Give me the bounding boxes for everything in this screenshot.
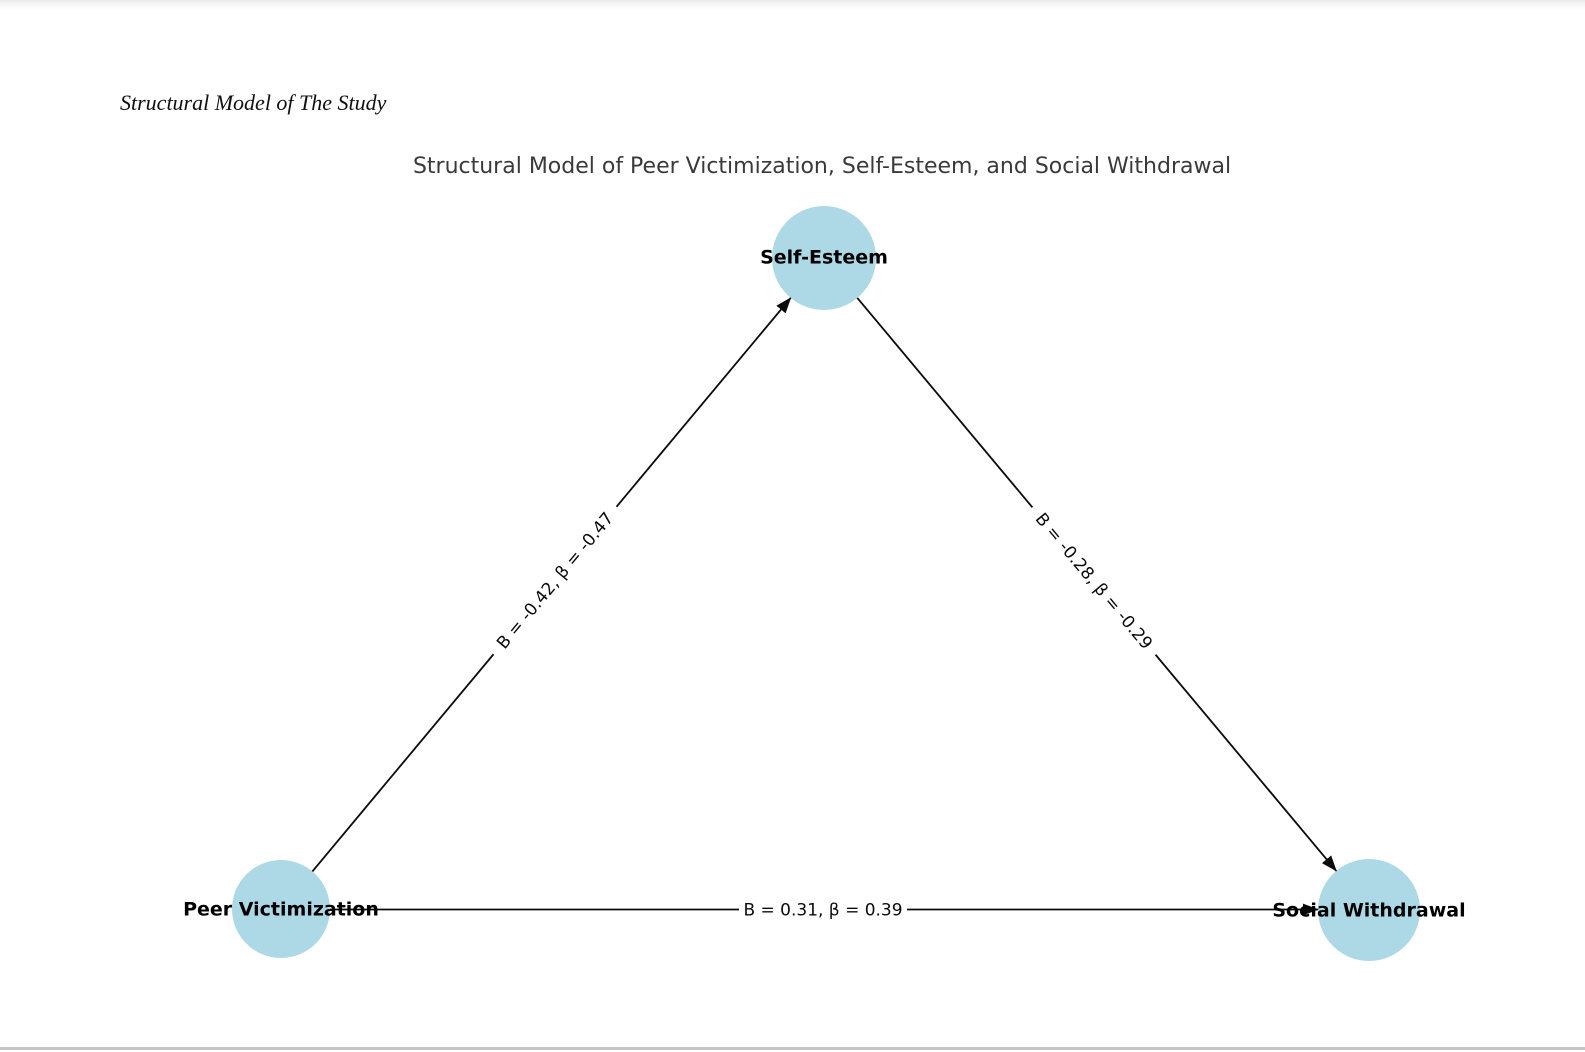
- edge-label-group-se-to-sw: B = -0.28, β = -0.29: [1022, 499, 1166, 663]
- edge-label-group-pv-to-sw: B = 0.31, β = 0.39: [739, 896, 907, 923]
- node-label-social-withdrawal: Social Withdrawal: [1272, 900, 1465, 922]
- edge-label-bbox: [483, 498, 627, 663]
- node-label-peer-victimization: Peer Victimization: [183, 899, 379, 921]
- bottom-divider: [0, 1047, 1585, 1050]
- edge-label-pv-to-se: B = -0.42, β = -0.47: [493, 509, 618, 653]
- node-label-self-esteem: Self-Esteem: [760, 247, 888, 269]
- edge-label-se-to-sw: B = -0.28, β = -0.29: [1031, 509, 1156, 653]
- top-edge-shadow: [0, 0, 1585, 10]
- node-circle-self-esteem: [772, 206, 876, 310]
- edge-label-bbox: [1022, 499, 1166, 663]
- edge-label-pv-to-sw: B = 0.31, β = 0.39: [743, 900, 902, 920]
- node-circle-social-withdrawal: [1318, 859, 1420, 961]
- figure-caption-heading: Structural Model of The Study: [120, 90, 387, 115]
- edge-label-group-pv-to-se: B = -0.42, β = -0.47: [483, 498, 627, 663]
- node-circle-peer-victimization: [232, 860, 330, 958]
- edge-label-bbox: [739, 896, 907, 923]
- diagram-title: Structural Model of Peer Victimization, …: [412, 154, 1232, 179]
